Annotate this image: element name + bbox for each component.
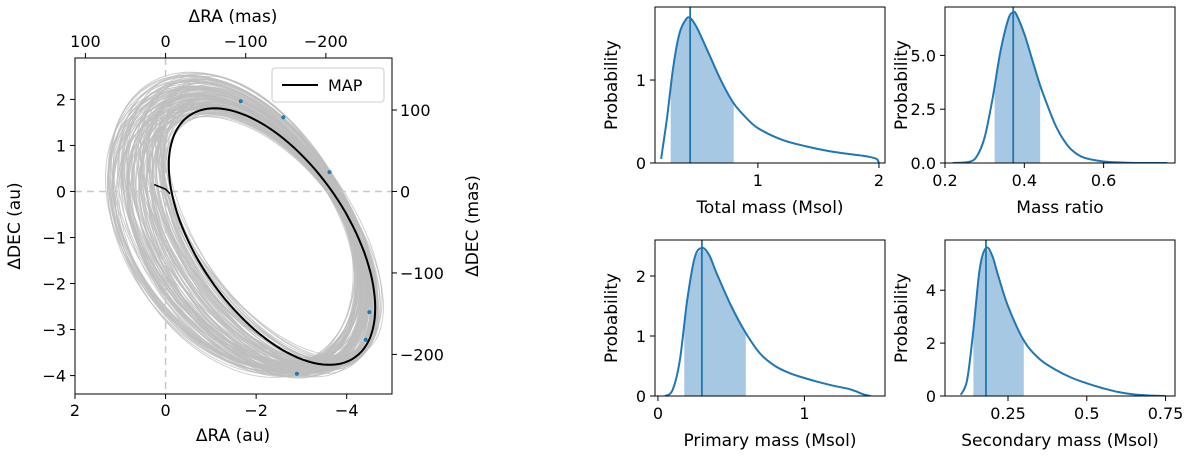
map-orbit — [167, 107, 377, 366]
x-tick-label: 0 — [653, 404, 663, 423]
density-curve — [952, 10, 1168, 163]
credible-interval-fill — [684, 248, 746, 396]
posterior-ylabel: Probability — [892, 40, 912, 130]
y-tick-label: 5.0 — [911, 46, 936, 65]
x-tick-label: 0.25 — [990, 404, 1026, 423]
legend-label-map: MAP — [328, 76, 363, 95]
mass-ratio-panel: 0.2 0.4 0.6 0.0 2.5 5.0 Mass ratio Probability — [892, 6, 1176, 218]
orbit-plot-area — [75, 58, 392, 394]
y-tick-label: −2 — [42, 275, 66, 294]
y-tick-label: 0 — [56, 182, 66, 201]
posterior-plot-area — [952, 7, 1168, 163]
x-tick-label: 2 — [874, 171, 884, 190]
posterior-orbit — [113, 95, 361, 370]
star-position — [153, 183, 171, 195]
posterior-ylabel: Probability — [602, 273, 622, 363]
x-tick-label: 0.4 — [1012, 171, 1037, 190]
posterior-xlabel: Primary mass (Msol) — [683, 431, 856, 451]
x-tick-label: 0.2 — [932, 171, 957, 190]
posterior-ylabel: Probability — [892, 273, 912, 363]
total-mass-panel: 1 2 0 1 Total mass (Msol) Probability — [602, 6, 886, 218]
posterior-xlabel: Total mass (Msol) — [695, 198, 843, 218]
posterior-axes-frame — [944, 6, 1176, 164]
posterior-plot-area — [959, 240, 1166, 396]
posterior-orbit — [142, 94, 376, 362]
y-tick-label: 2 — [636, 267, 646, 286]
y-tick-label: 4 — [926, 281, 936, 300]
x-tick-label: 1 — [753, 171, 763, 190]
credible-interval-fill — [994, 12, 1041, 163]
x-tick-label: 0.6 — [1091, 171, 1116, 190]
observation-point — [281, 115, 286, 120]
orbit-axes-frame — [74, 57, 393, 395]
posterior-xlabel: Secondary mass (Msol) — [961, 431, 1158, 451]
y2-tick-label: −200 — [400, 345, 444, 364]
orbit-y2label: ΔDEC (mas) — [463, 175, 483, 277]
x2-tick-label: −200 — [304, 32, 348, 51]
posterior-orbit — [121, 87, 368, 363]
posterior-xlabel: Mass ratio — [1016, 198, 1103, 218]
orbit-ylabel: ΔDEC (au) — [5, 182, 25, 269]
observation-point — [238, 99, 243, 104]
x-tick-label: 1 — [799, 404, 809, 423]
y-tick-label: 1 — [636, 71, 646, 90]
observation-point — [327, 170, 332, 175]
density-curve — [959, 246, 1166, 396]
x-tick-label: −4 — [335, 401, 359, 420]
y-tick-label: −3 — [42, 321, 66, 340]
posterior-axes-frame — [654, 239, 886, 397]
legend-box — [271, 67, 385, 103]
x-tick-label: 0 — [160, 401, 170, 420]
credible-interval-fill — [973, 247, 1024, 396]
y-tick-label: 0 — [636, 154, 646, 173]
posterior-orbit — [107, 88, 360, 369]
y-tick-label: −4 — [42, 367, 66, 386]
density-curve — [660, 16, 880, 163]
y-tick-label: 2.5 — [911, 100, 936, 119]
posterior-axes-frame — [944, 239, 1176, 397]
primary-mass-panel: 0 1 0 1 2 Primary mass (Msol) Probability — [602, 239, 886, 451]
y2-tick-label: 0 — [400, 182, 410, 201]
posterior-plot-area — [664, 240, 871, 396]
x-tick-label: 0.5 — [1074, 404, 1099, 423]
y-tick-label: −1 — [42, 229, 66, 248]
posterior-orbit — [135, 103, 363, 375]
orbit-x2label: ΔRA (mas) — [189, 7, 278, 27]
orbit-xlabel: ΔRA (au) — [196, 426, 270, 446]
density-curve — [664, 246, 871, 396]
y-tick-label: 2 — [56, 90, 66, 109]
posterior-plot-area — [660, 7, 880, 163]
y-tick-label: 0 — [926, 387, 936, 406]
x2-tick-label: 0 — [160, 32, 170, 51]
posterior-axes-frame — [654, 6, 886, 164]
x-tick-label: 2 — [70, 401, 80, 420]
observation-point — [363, 337, 368, 342]
y2-tick-label: −100 — [400, 264, 444, 283]
x-tick-label: −2 — [244, 401, 268, 420]
x2-tick-label: −100 — [224, 32, 268, 51]
y-tick-label: 0.0 — [911, 154, 936, 173]
x-tick-label: 0.75 — [1148, 404, 1184, 423]
y-tick-label: 1 — [56, 136, 66, 155]
orbit-legend: MAP — [271, 67, 385, 103]
observation-point — [367, 310, 372, 315]
observation-point — [294, 371, 299, 376]
posterior-ylabel: Probability — [602, 40, 622, 130]
y-tick-label: 2 — [926, 334, 936, 353]
secondary-mass-panel: 0.25 0.5 0.75 0 2 4 Secondary mass (Msol) Proba… — [892, 239, 1184, 451]
y2-tick-label: 100 — [400, 101, 431, 120]
x2-tick-label: 100 — [70, 32, 101, 51]
credible-interval-fill — [670, 18, 734, 163]
posterior-orbit — [108, 79, 359, 366]
y-tick-label: 0 — [636, 387, 646, 406]
y-tick-label: 1 — [636, 327, 646, 346]
